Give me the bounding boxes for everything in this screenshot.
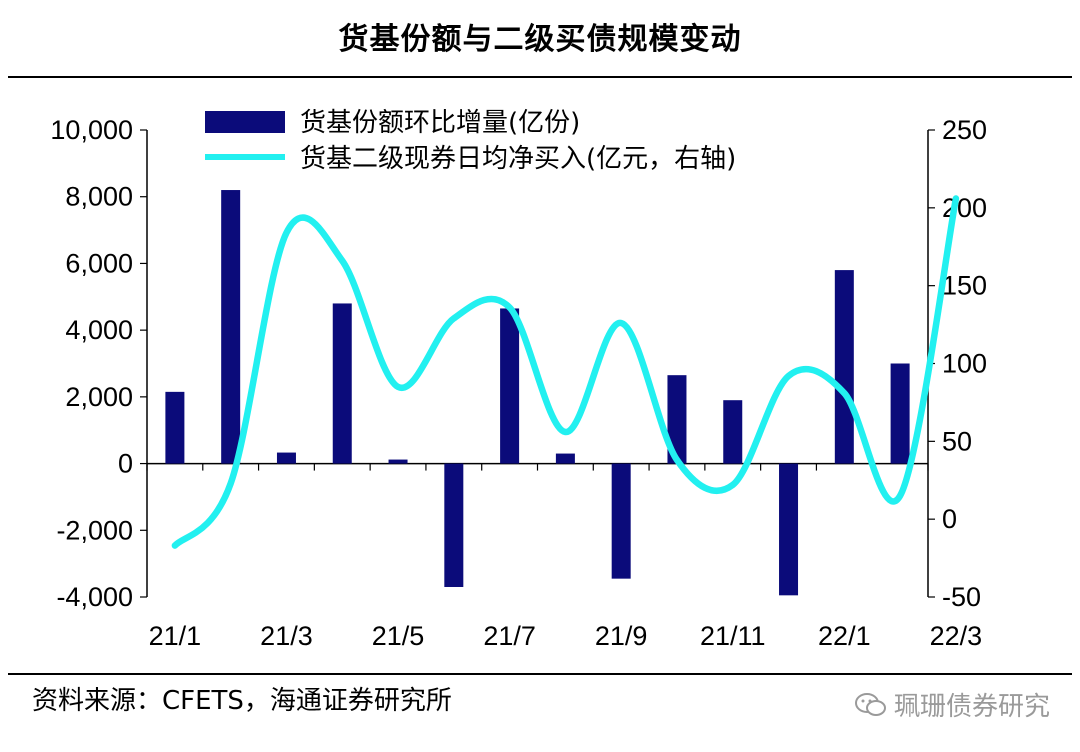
bar-21/8 xyxy=(555,453,575,464)
chart: 货基份额环比增量(亿份) 货基二级现券日均净买入(亿元，右轴) -4,000 -2… xyxy=(50,108,987,651)
x-tick-label: 21/11 xyxy=(700,621,766,651)
right-tick-label: 100 xyxy=(942,349,987,379)
watermark-text: 珮珊债券研究 xyxy=(893,692,1050,722)
left-tick-label: 8,000 xyxy=(65,182,133,212)
x-tick-label: 21/9 xyxy=(595,621,648,651)
right-tick-label: 150 xyxy=(942,271,987,301)
left-tick-label: -2,000 xyxy=(56,515,133,545)
bar-series xyxy=(165,190,910,596)
x-tick-label: 22/3 xyxy=(930,621,983,651)
bar-21/6 xyxy=(444,463,464,587)
x-tick-label: 21/3 xyxy=(260,621,313,651)
bar-21/1 xyxy=(165,391,185,464)
line-path xyxy=(171,195,960,549)
source-note: 资料来源：CFETS，海通证券研究所 xyxy=(32,686,452,716)
left-tick-label: 0 xyxy=(118,449,133,479)
bar-21/12 xyxy=(779,463,799,596)
legend-bar-swatch xyxy=(205,111,285,133)
x-tick-label: 22/1 xyxy=(818,621,871,651)
bar-22/2 xyxy=(890,363,910,464)
right-tick-label: 50 xyxy=(942,426,972,456)
x-tick-label: 21/5 xyxy=(372,621,425,651)
top-rule xyxy=(8,76,1072,78)
bar-21/5 xyxy=(388,459,408,464)
left-tick-label: 2,000 xyxy=(65,382,133,412)
left-tick-label: 4,000 xyxy=(65,315,133,345)
left-tick-label: 6,000 xyxy=(65,248,133,278)
legend: 货基份额环比增量(亿份) 货基二级现券日均净买入(亿元，右轴) xyxy=(205,108,736,174)
legend-bar-label: 货基份额环比增量(亿份) xyxy=(300,108,580,138)
bar-21/7 xyxy=(500,308,520,464)
bottom-rule xyxy=(8,673,1072,675)
x-tick-label: 21/1 xyxy=(149,621,202,651)
right-tick-label: -50 xyxy=(942,582,981,612)
wechat-icon xyxy=(854,692,886,716)
left-tick-label: 10,000 xyxy=(50,115,133,145)
legend-line-label: 货基二级现券日均净买入(亿元，右轴) xyxy=(300,144,736,174)
bar-21/10 xyxy=(667,375,687,464)
bar-21/9 xyxy=(611,463,631,579)
right-tick-label: 0 xyxy=(942,504,957,534)
x-tick-label: 21/7 xyxy=(483,621,536,651)
watermark: 珮珊债券研究 xyxy=(854,686,1050,723)
right-tick-label: 250 xyxy=(942,115,987,145)
left-tick-label: -4,000 xyxy=(56,582,133,612)
bar-21/4 xyxy=(332,303,352,464)
bar-21/3 xyxy=(276,452,296,464)
bar-22/1 xyxy=(834,270,854,464)
line-series xyxy=(171,195,960,549)
bar-21/2 xyxy=(221,190,241,464)
bar-21/11 xyxy=(723,400,743,464)
axes: -4,000 -2,000 0 2,000 4,000 6,000 8,000 10,000 -… xyxy=(50,115,987,651)
right-tick-label: 200 xyxy=(942,193,987,223)
chart-title: 货基份额与二级买债规模变动 xyxy=(338,22,742,57)
